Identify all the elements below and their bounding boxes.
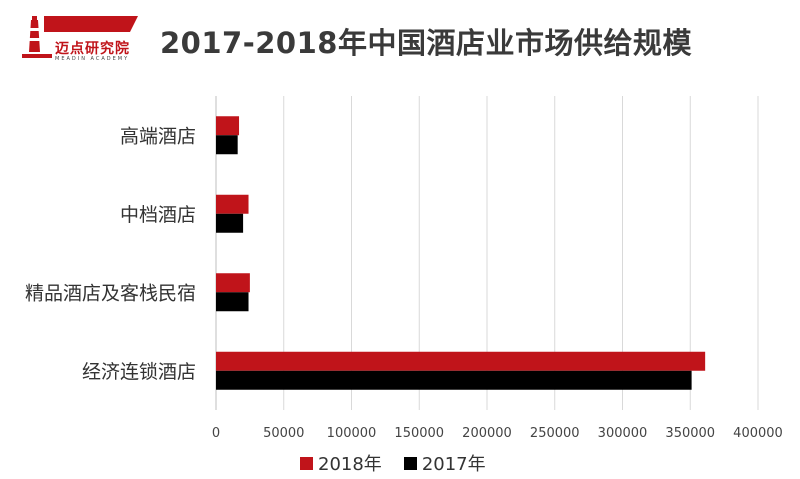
bar-2018 xyxy=(216,351,706,371)
logo: 迈点研究院 MEADIN ACADEMY xyxy=(22,14,140,62)
y-category-label: 高端酒店 xyxy=(120,125,196,147)
legend-swatch-2018 xyxy=(300,456,313,470)
legend-label-2017: 2017年 xyxy=(421,454,486,475)
legend-label-2018: 2018年 xyxy=(318,454,382,475)
x-tick-label: 250000 xyxy=(530,426,580,441)
bar-2017 xyxy=(216,292,249,312)
x-tick-label: 0 xyxy=(212,426,220,441)
legend: 2018年 2017年 xyxy=(300,450,508,476)
logo-text: 迈点研究院 xyxy=(55,41,130,57)
bar-2017 xyxy=(216,370,692,390)
chart-title: 2017-2018年中国酒店业市场供给规模 xyxy=(160,26,692,60)
logo-subtext: MEADIN ACADEMY xyxy=(55,56,130,62)
y-category-label: 精品酒店及客栈民宿 xyxy=(25,282,196,304)
bar-2018 xyxy=(216,194,249,214)
legend-item-2017: 2017年 xyxy=(403,450,486,476)
x-tick-label: 200000 xyxy=(462,426,512,441)
legend-swatch-2017 xyxy=(403,456,417,470)
x-tick-label: 100000 xyxy=(327,426,377,441)
x-tick-label: 300000 xyxy=(598,426,648,441)
y-category-label: 中档酒店 xyxy=(120,204,196,226)
x-tick-label: 350000 xyxy=(665,426,715,441)
bar-2018 xyxy=(216,273,250,293)
legend-item-2018: 2018年 xyxy=(300,450,382,476)
x-tick-label: 400000 xyxy=(733,426,783,441)
x-tick-label: 50000 xyxy=(263,426,304,441)
logo-banner xyxy=(44,16,138,32)
lighthouse-icon xyxy=(22,16,52,58)
x-tick-label: 150000 xyxy=(394,426,444,441)
bar-2018 xyxy=(216,116,240,136)
y-category-label: 经济连锁酒店 xyxy=(82,361,196,383)
bar-2017 xyxy=(216,213,244,233)
bar-2017 xyxy=(216,135,238,155)
